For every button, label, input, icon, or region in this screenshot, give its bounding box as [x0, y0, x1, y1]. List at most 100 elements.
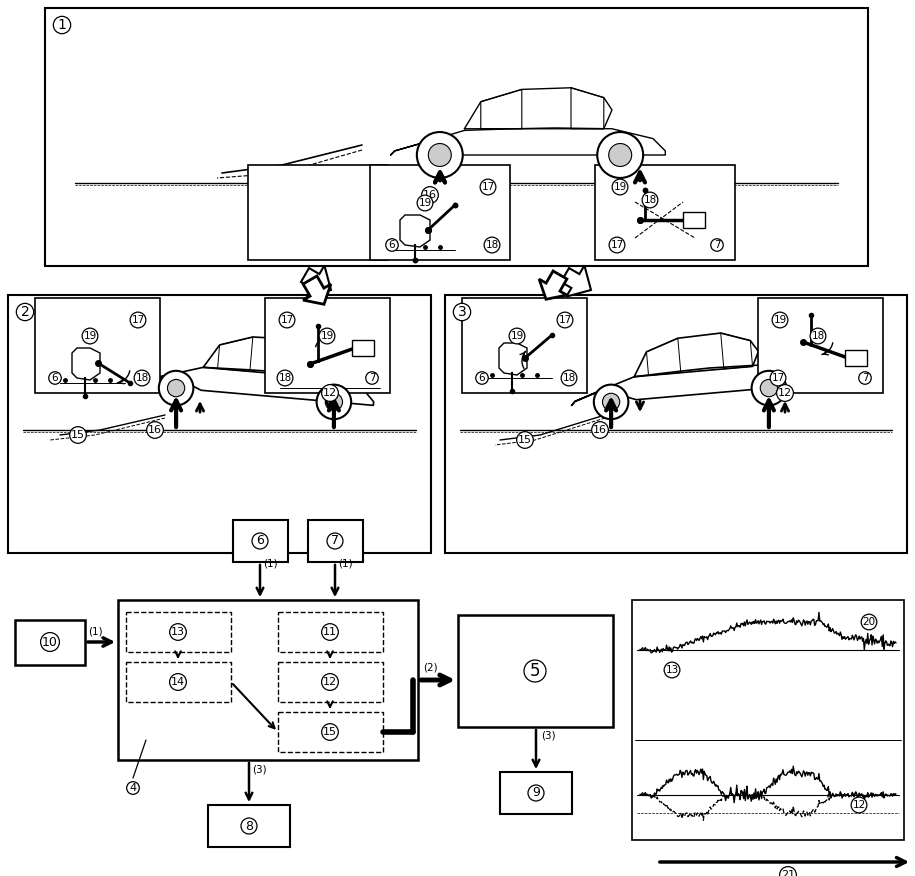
Bar — [445, 295, 907, 553]
Bar — [45, 8, 868, 266]
Circle shape — [760, 379, 778, 397]
Bar — [233, 520, 288, 562]
Polygon shape — [301, 265, 331, 297]
Text: 4: 4 — [129, 783, 136, 793]
Bar — [126, 662, 231, 702]
Circle shape — [751, 371, 786, 406]
Bar — [278, 612, 383, 652]
Text: 18: 18 — [485, 240, 499, 250]
Text: 14: 14 — [171, 677, 185, 687]
Text: 13: 13 — [665, 665, 679, 675]
Bar — [595, 165, 735, 260]
Text: 15: 15 — [518, 435, 532, 445]
Text: (3): (3) — [541, 731, 555, 741]
Bar — [126, 612, 231, 652]
Text: 16: 16 — [148, 425, 162, 435]
Circle shape — [608, 144, 631, 166]
Text: 7: 7 — [369, 373, 375, 383]
Text: 19: 19 — [418, 198, 432, 208]
Bar — [248, 165, 388, 260]
Text: 15: 15 — [71, 430, 85, 440]
Text: 21: 21 — [780, 870, 795, 876]
Text: (3): (3) — [252, 764, 266, 774]
Text: 18: 18 — [135, 373, 148, 383]
Text: 3: 3 — [458, 305, 467, 319]
Text: 17: 17 — [481, 182, 495, 192]
Text: 2: 2 — [21, 305, 29, 319]
Bar — [208, 805, 290, 847]
Text: 16: 16 — [423, 190, 437, 200]
Bar — [758, 298, 883, 393]
Circle shape — [594, 385, 629, 420]
Circle shape — [602, 393, 619, 411]
Polygon shape — [539, 271, 567, 300]
Text: (1): (1) — [88, 626, 102, 636]
Bar — [308, 520, 363, 562]
Text: 6: 6 — [256, 534, 264, 548]
Bar — [500, 772, 572, 814]
Text: 9: 9 — [532, 787, 540, 800]
Text: 20: 20 — [863, 617, 876, 627]
Bar — [35, 298, 160, 393]
Text: 15: 15 — [323, 727, 337, 737]
Text: 7: 7 — [862, 373, 868, 383]
Bar — [265, 298, 390, 393]
Bar — [278, 662, 383, 702]
Text: 19: 19 — [773, 315, 787, 325]
Text: 17: 17 — [610, 240, 624, 250]
Text: 18: 18 — [563, 373, 576, 383]
Text: 19: 19 — [511, 331, 523, 341]
Polygon shape — [400, 215, 430, 247]
Circle shape — [317, 385, 351, 420]
Bar — [278, 712, 383, 752]
Text: 19: 19 — [613, 182, 627, 192]
Polygon shape — [499, 343, 527, 375]
Text: (2): (2) — [423, 662, 437, 672]
Circle shape — [167, 379, 185, 397]
Text: 7: 7 — [714, 240, 720, 250]
Circle shape — [417, 132, 463, 178]
Text: 8: 8 — [245, 820, 253, 832]
Circle shape — [597, 132, 643, 178]
Polygon shape — [72, 348, 100, 380]
Text: 16: 16 — [593, 425, 607, 435]
Bar — [458, 615, 613, 727]
Text: 6: 6 — [51, 373, 59, 383]
Bar — [352, 340, 374, 356]
Polygon shape — [303, 276, 331, 304]
Bar — [683, 212, 705, 228]
Text: 18: 18 — [812, 331, 824, 341]
Bar — [8, 295, 431, 553]
Text: 12: 12 — [323, 388, 337, 398]
Text: 18: 18 — [278, 373, 292, 383]
Circle shape — [428, 144, 451, 166]
Text: 12: 12 — [778, 388, 792, 398]
Text: 6: 6 — [389, 240, 395, 250]
Text: 7: 7 — [331, 534, 339, 548]
Bar — [845, 350, 867, 366]
Circle shape — [325, 393, 342, 411]
Text: 17: 17 — [771, 373, 785, 383]
Text: 18: 18 — [643, 195, 657, 205]
Polygon shape — [561, 265, 591, 297]
Text: 17: 17 — [132, 315, 145, 325]
Text: 12: 12 — [323, 677, 337, 687]
Text: 17: 17 — [280, 315, 294, 325]
Text: 19: 19 — [320, 331, 334, 341]
Text: (1): (1) — [263, 559, 277, 569]
Text: 5: 5 — [530, 662, 540, 680]
Circle shape — [159, 371, 193, 406]
Text: 12: 12 — [853, 800, 866, 810]
Text: 13: 13 — [171, 627, 185, 637]
Bar — [370, 165, 510, 260]
Text: 10: 10 — [42, 635, 58, 648]
Text: (1): (1) — [338, 559, 352, 569]
Text: 15: 15 — [0, 875, 1, 876]
Bar — [632, 600, 904, 840]
Text: 11: 11 — [323, 627, 337, 637]
Text: 6: 6 — [479, 373, 485, 383]
Bar — [462, 298, 587, 393]
Text: 1: 1 — [58, 18, 67, 32]
Text: 17: 17 — [558, 315, 572, 325]
Bar — [15, 620, 85, 665]
